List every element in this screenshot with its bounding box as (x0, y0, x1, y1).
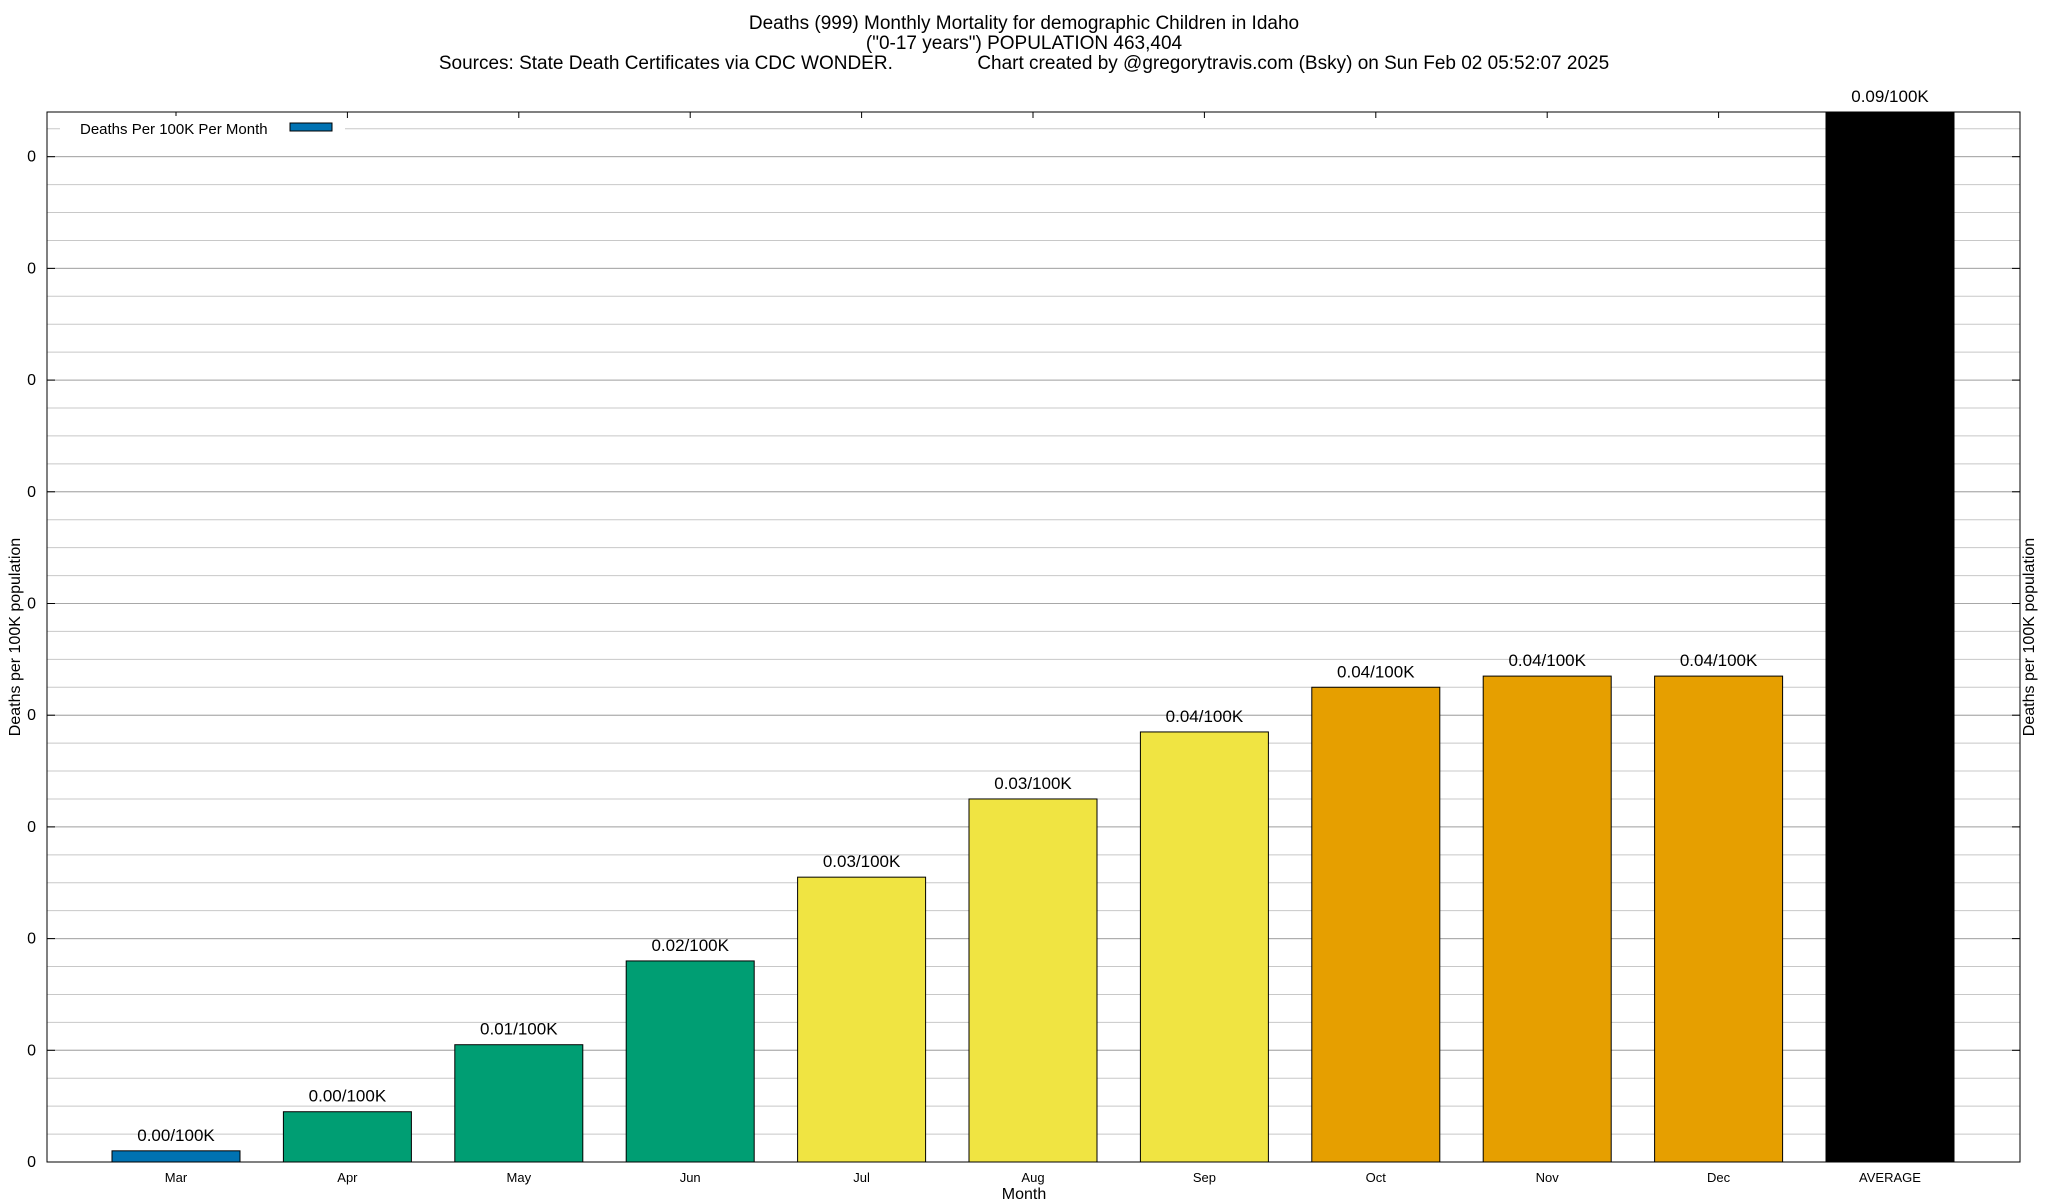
legend-label: Deaths Per 100K Per Month (80, 121, 268, 138)
y-tick-label: 0 (27, 707, 36, 724)
y-tick-label: 0 (27, 372, 36, 389)
bar-value-label: 0.00/100K (309, 1087, 387, 1106)
bar-value-label: 0.04/100K (1508, 651, 1586, 670)
x-tick-label: Oct (1366, 1170, 1387, 1185)
y-tick-label: 0 (27, 149, 36, 166)
legend-swatch (289, 122, 333, 132)
bar-apr (282, 1111, 412, 1163)
x-tick-label: Dec (1707, 1170, 1731, 1185)
x-tick-label: Jun (680, 1170, 701, 1185)
y-tick-label: 0 (27, 931, 36, 948)
bar-sep (1139, 731, 1269, 1163)
bar-oct (1311, 686, 1441, 1163)
bar-average (1825, 111, 1955, 1163)
bar-value-label: 0.04/100K (1166, 707, 1244, 726)
chart-subtitle: ("0-17 years") POPULATION 463,404 (865, 33, 1183, 54)
y-tick-label: 0 (27, 1042, 36, 1059)
x-tick-label: Jul (853, 1170, 870, 1185)
x-tick-label: May (507, 1170, 532, 1185)
y-tick-label: 0 (27, 595, 36, 612)
bar-value-label: 0.00/100K (137, 1126, 215, 1145)
y-tick-label: 0 (27, 819, 36, 836)
bar-value-label: 0.02/100K (651, 936, 729, 955)
bar-jul (797, 876, 927, 1163)
x-tick-label: Apr (337, 1170, 358, 1185)
x-tick-label: Nov (1536, 1170, 1560, 1185)
x-tick-label: Mar (165, 1170, 188, 1185)
x-tick-label: Sep (1193, 1170, 1216, 1185)
bar-mar (111, 1150, 241, 1163)
bar-value-label: 0.03/100K (823, 852, 901, 871)
y-tick-label: 0 (27, 260, 36, 277)
bar-value-label: 0.03/100K (994, 774, 1072, 793)
bar-dec (1654, 675, 1784, 1163)
x-axis-label: Month (1001, 1186, 1047, 1203)
y-axis-label-right: Deaths per 100K population (2021, 537, 2038, 737)
bar-jun (625, 960, 755, 1163)
x-tick-label: AVERAGE (1859, 1170, 1921, 1185)
bar-value-label: 0.09/100K (1851, 87, 1929, 106)
y-tick-label: 0 (27, 1154, 36, 1171)
chart-source-line: Sources: State Death Certificates via CD… (438, 53, 1610, 74)
chart-title: Deaths (999) Monthly Mortality for demog… (748, 13, 1300, 34)
x-tick-label: Aug (1021, 1170, 1044, 1185)
y-tick-label: 0 (27, 484, 36, 501)
bar-value-label: 0.01/100K (480, 1020, 558, 1039)
bar-value-label: 0.04/100K (1680, 651, 1758, 670)
bar-value-label: 0.04/100K (1337, 662, 1415, 681)
y-axis-label-left: Deaths per 100K population (7, 537, 24, 737)
bar-nov (1482, 675, 1612, 1163)
bar-aug (968, 798, 1098, 1163)
plot-frame (46, 111, 2021, 1163)
bar-may (454, 1044, 584, 1163)
chart-title-block: Deaths (999) Monthly Mortality for demog… (0, 14, 2048, 74)
